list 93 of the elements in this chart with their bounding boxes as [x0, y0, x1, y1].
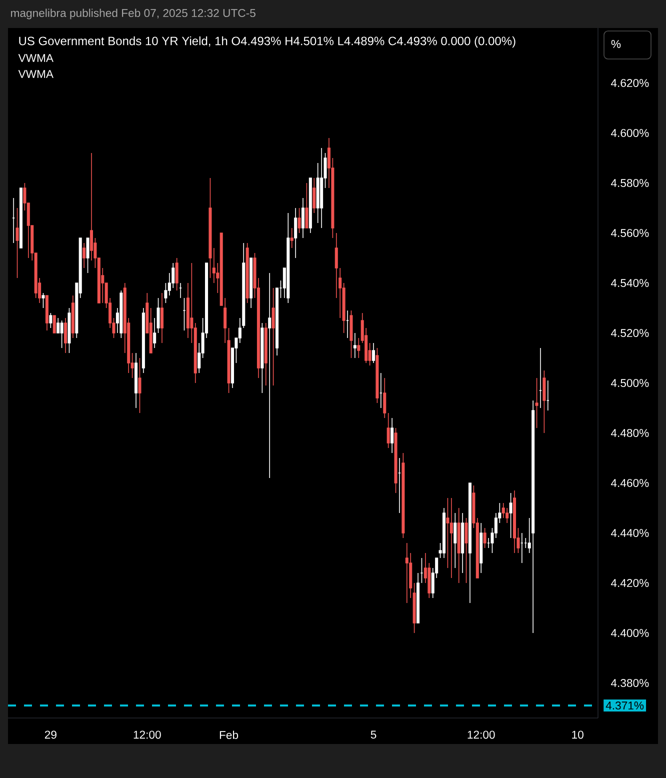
candlestick [450, 498, 453, 578]
candlestick [442, 508, 446, 558]
candlestick [264, 322, 268, 386]
candlestick [71, 295, 74, 338]
y-tick-label: 4.480% [610, 429, 649, 438]
candlestick [346, 310, 350, 338]
candlestick [390, 418, 394, 454]
candlestick [160, 292, 164, 344]
candlestick [290, 228, 294, 248]
candlestick [464, 518, 468, 584]
candlestick [535, 378, 538, 428]
text: % [611, 40, 621, 48]
x-tick-label: Feb [220, 730, 238, 740]
candlestick [16, 208, 19, 278]
candlestick [294, 208, 298, 258]
candlestick [353, 332, 356, 358]
candlestick [480, 522, 483, 574]
y-tick-label: 4.460% [610, 479, 649, 488]
candlestick [134, 352, 138, 408]
y-tick-label: 4.560% [610, 229, 649, 238]
candlestick [227, 328, 230, 394]
candlestick [45, 295, 48, 331]
y-tick-label: 4.580% [610, 179, 649, 188]
candlestick [398, 458, 401, 514]
y-tick-label: 4.520% [610, 329, 649, 338]
candlestick [416, 572, 420, 624]
candlestick [301, 198, 305, 238]
candlestick [250, 258, 253, 308]
ref-line-label: 4.371% [606, 702, 644, 710]
candlestick [532, 400, 535, 634]
candlestick [305, 182, 308, 228]
candlestick [357, 338, 360, 358]
candlestick [350, 310, 353, 358]
candlestick [153, 318, 156, 348]
candlestick [86, 238, 90, 274]
candlestick [52, 315, 56, 334]
candlestick [312, 178, 316, 214]
candlestick [272, 288, 275, 386]
candlestick [268, 272, 272, 478]
candlestick [138, 358, 142, 414]
candlestick [179, 282, 182, 298]
candlestick [379, 372, 382, 408]
candlestick [461, 512, 464, 574]
candlestick [386, 412, 390, 448]
candlestick [64, 318, 68, 354]
candlestick [372, 342, 376, 364]
candlestick [42, 292, 45, 308]
candlestick [208, 178, 212, 278]
y-tick-label: 4.420% [610, 579, 649, 588]
candlestick [468, 482, 472, 604]
candlestick [457, 508, 460, 584]
y-tick-label: 4.380% [610, 679, 649, 688]
y-tick-label: 4.500% [610, 379, 649, 388]
text: magnelibra published Feb 07, 2025 12:32 UTC-5 [11, 8, 256, 20]
candlestick [383, 378, 386, 418]
candlestick [60, 320, 64, 348]
candlestick [182, 298, 186, 331]
y-tick-label: 4.620% [610, 79, 649, 88]
candlestick [142, 308, 145, 374]
candlestick [509, 492, 512, 538]
x-tick-label: 29 [44, 730, 56, 739]
x-tick-label: 10 [572, 730, 584, 739]
candlestick [483, 528, 486, 548]
candlestick [49, 312, 52, 328]
annotation: VWMA [18, 70, 54, 78]
candlestick [412, 582, 416, 634]
y-tick-label: 4.400% [610, 629, 649, 638]
annotation: VWMA [18, 54, 54, 62]
x-tick-label: 12:00 [134, 730, 161, 739]
candlestick [156, 298, 160, 334]
candlestick [454, 512, 457, 568]
candlestick [538, 348, 542, 408]
candlestick [520, 532, 524, 564]
candlestick [542, 370, 546, 434]
candlestick [12, 198, 16, 244]
text: US Government Bonds 10 YR Yield, 1h O4.493% H4.501% L4.489% C4.493% 0.000 (0.00%) [19, 36, 516, 48]
candlestick [82, 242, 86, 268]
candlestick [308, 178, 312, 234]
candlestick [286, 212, 290, 304]
candlestick [546, 380, 550, 411]
y-tick-label: 4.600% [610, 129, 649, 138]
candlestick [68, 308, 71, 354]
x-tick-label: 5 [370, 730, 376, 739]
candlestick [175, 258, 178, 291]
x-tick-label: 12:00 [468, 730, 495, 739]
y-tick-label: 4.440% [610, 529, 649, 538]
y-tick-label: 4.540% [610, 279, 649, 288]
candlestick [420, 558, 424, 584]
candlestick [298, 208, 301, 234]
candlestick [320, 148, 324, 228]
candlestick [405, 542, 408, 604]
candlestick [260, 322, 264, 394]
candlestick [512, 490, 516, 554]
